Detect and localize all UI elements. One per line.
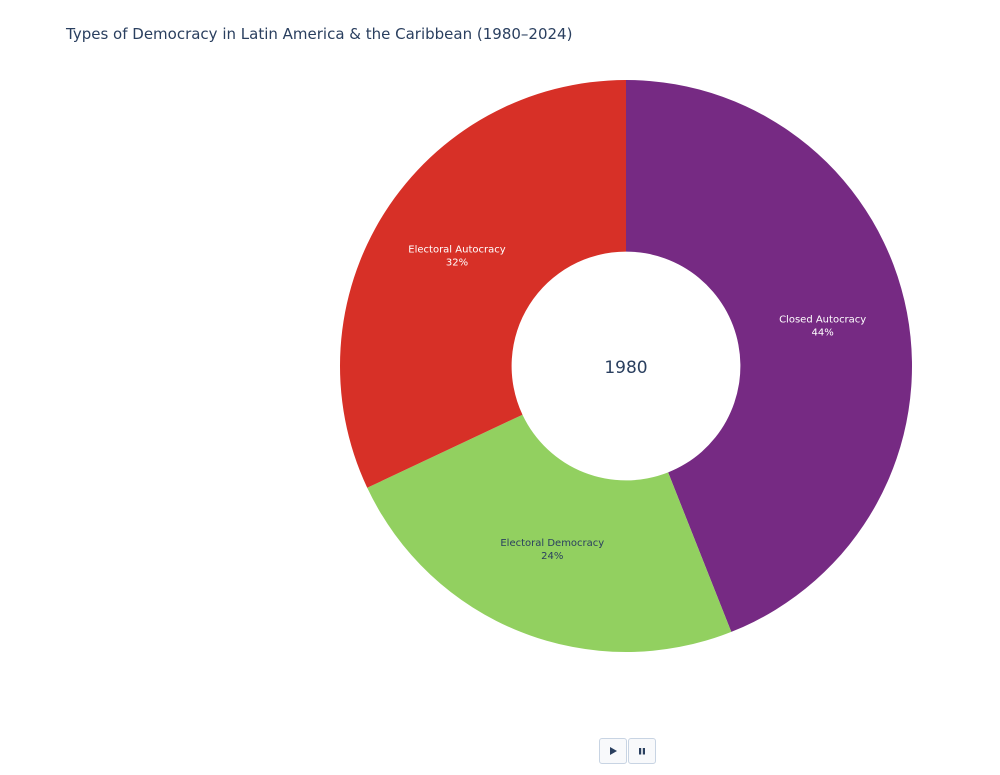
labels-layer: Closed Autocracy 44% Electoral Democracy 24… <box>408 245 866 562</box>
pause-button[interactable] <box>628 738 656 764</box>
play-icon <box>610 747 617 755</box>
center-year-label: 1980 <box>604 358 647 378</box>
slice-percent-label: 24% <box>541 551 563 562</box>
chart-title: Types of Democracy in Latin America & th… <box>66 25 573 43</box>
slice-electoral-autocracy[interactable] <box>339 80 626 488</box>
play-button[interactable] <box>599 738 627 764</box>
animation-controls <box>599 738 656 764</box>
slice-percent-label: 44% <box>812 327 834 338</box>
pause-icon <box>639 748 645 755</box>
slice-label: Electoral Democracy <box>500 538 604 549</box>
slice-electoral-democracy[interactable] <box>367 414 732 652</box>
slices-layer <box>339 80 912 652</box>
slice-label-group: Electoral Democracy 24% <box>500 538 604 562</box>
slice-label-group: Electoral Autocracy 32% <box>408 245 505 269</box>
slice-percent-label: 32% <box>446 258 468 269</box>
slice-label: Electoral Autocracy <box>408 245 505 256</box>
slice-label: Closed Autocracy <box>779 314 866 325</box>
slice-closed-autocracy[interactable] <box>626 80 912 632</box>
slice-label-group: Closed Autocracy 44% <box>779 314 866 338</box>
